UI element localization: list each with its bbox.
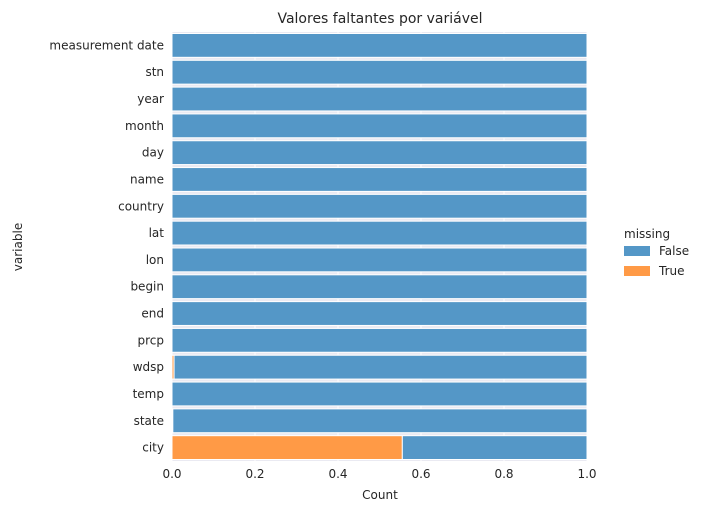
bar-true-city [171,435,403,460]
x-tick-labels: 0.0 0.2 0.4 0.6 0.8 1.0 [162,467,596,481]
bar-false-prcp [171,327,588,353]
x-axis-label: Count [362,488,398,502]
bars [171,33,588,460]
bar-false-month [171,113,588,139]
legend: missing False True [624,227,689,278]
y-tick-label: wdsp [133,360,164,374]
y-tick-label: stn [145,65,164,79]
x-tick-label: 0.8 [494,467,513,481]
x-tick-label: 0.0 [162,467,181,481]
y-tick-labels: measurement date stn year month day name count… [49,38,164,454]
bar-false-name [171,167,588,192]
bar-false-temp [171,381,588,407]
bar-false-stn [171,59,588,85]
y-tick-label: temp [133,387,164,401]
y-axis-label: variable [11,223,25,271]
y-tick-label: lon [146,253,164,267]
y-tick-label: city [142,441,164,455]
y-tick-label: day [142,146,164,160]
bar-false-end [171,301,588,326]
bar-false-begin [171,274,588,300]
bar-false-state [172,408,588,434]
y-tick-label: lat [149,226,165,240]
y-tick-label: state [134,414,164,428]
y-tick-label: prcp [137,333,164,347]
bar-false-measurement-date [171,33,588,58]
y-tick-label: month [125,119,164,133]
bar-false-city [401,435,588,460]
bar-false-year [171,86,588,112]
x-tick-label: 0.4 [328,467,347,481]
bar-false-wdsp [173,354,588,380]
legend-swatch-false [624,246,650,256]
bar-false-lon [171,247,588,273]
y-tick-label: year [137,92,164,106]
y-tick-label: name [130,172,164,186]
y-tick-label: end [141,307,164,321]
y-tick-label: measurement date [49,38,164,52]
x-tick-label: 0.6 [411,467,430,481]
bar-false-lat [171,220,588,246]
x-tick-label: 1.0 [577,467,596,481]
bar-false-country [171,193,588,219]
y-tick-label: begin [130,280,164,294]
legend-swatch-true [624,266,650,276]
x-tick-label: 0.2 [245,467,264,481]
bar-false-day [171,140,588,166]
chart-title: Valores faltantes por variável [277,11,482,27]
legend-title: missing [624,227,670,241]
legend-label-true: True [658,264,685,278]
y-tick-label: country [118,199,164,213]
legend-label-false: False [659,244,689,258]
